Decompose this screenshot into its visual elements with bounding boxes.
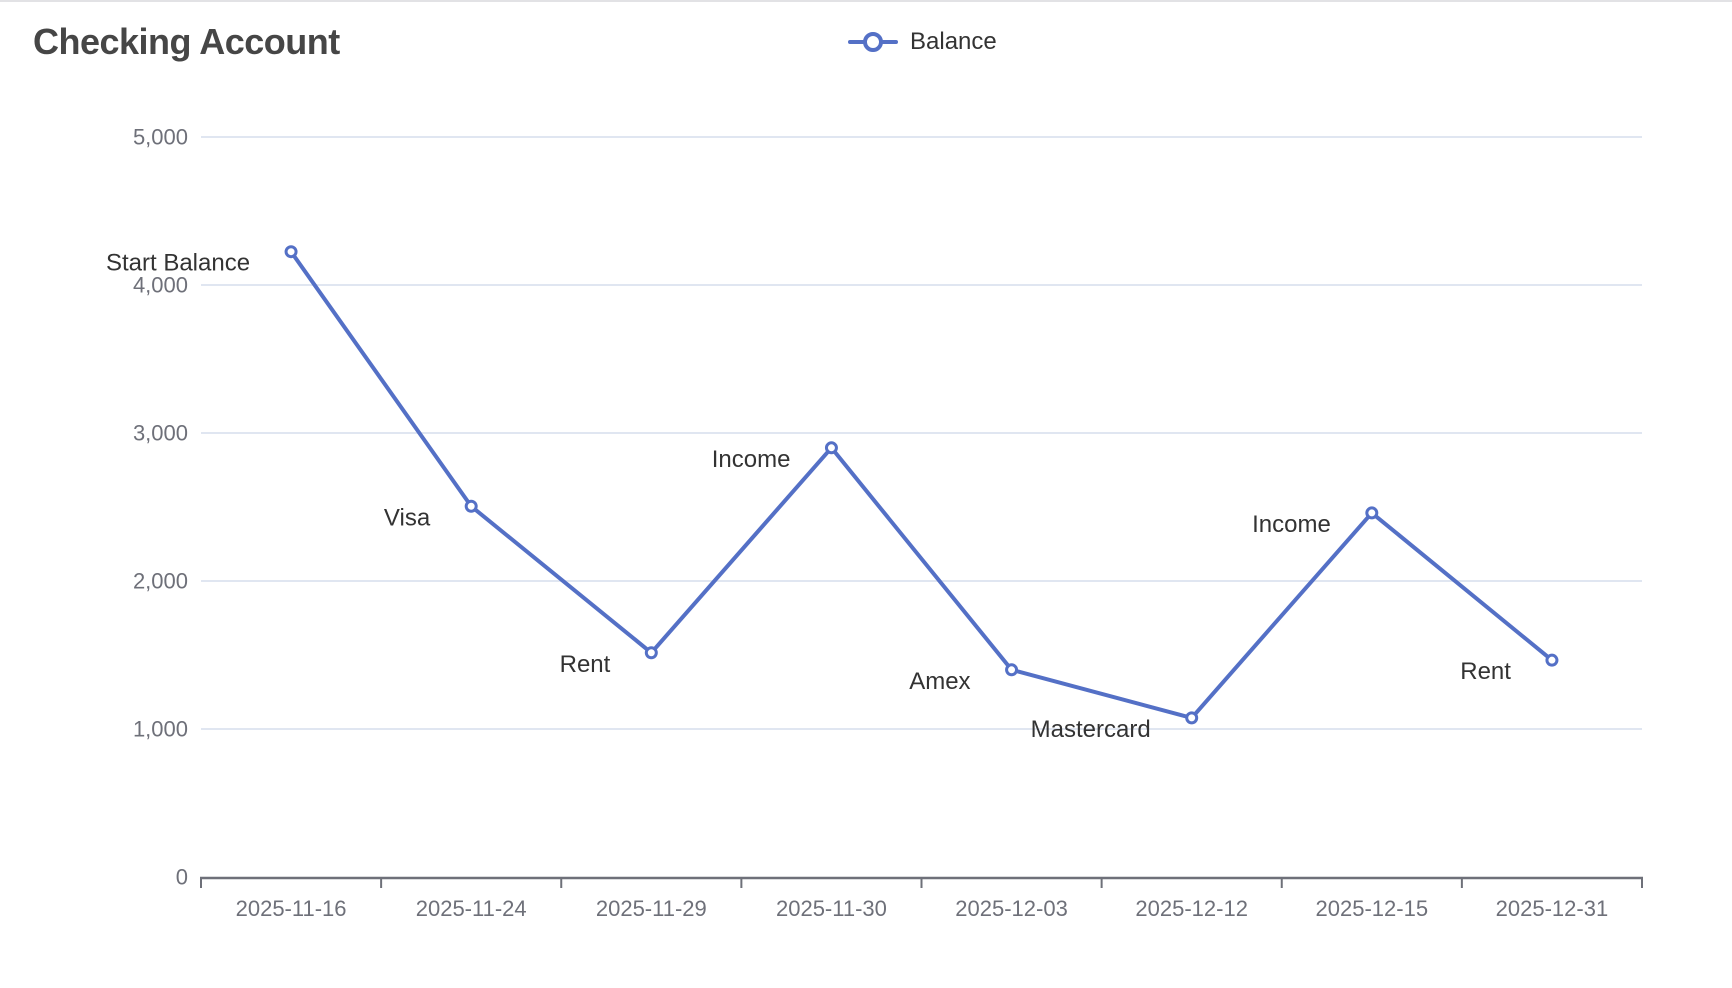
data-point-marker[interactable] <box>1365 506 1379 520</box>
legend-item-balance[interactable]: Balance <box>848 28 997 56</box>
data-point-label: Mastercard <box>1031 716 1151 743</box>
y-axis-label: 0 <box>176 865 188 890</box>
legend: Balance <box>848 28 997 56</box>
x-axis-label: 2025-11-24 <box>416 896 527 921</box>
data-point-marker[interactable] <box>644 646 658 660</box>
data-point-label: Rent <box>1460 658 1511 685</box>
y-axis-label: 3,000 <box>133 421 188 446</box>
y-axis-label: 2,000 <box>133 569 188 594</box>
legend-label: Balance <box>910 28 997 55</box>
series-line <box>289 249 1554 720</box>
data-point-label: Income <box>1252 511 1331 538</box>
chart-title: Checking Account <box>33 21 340 62</box>
x-axis-label: 2025-11-30 <box>776 896 887 921</box>
line-series-icon <box>848 32 898 52</box>
panel-top-border <box>0 0 1732 2</box>
x-axis-label: 2025-11-29 <box>596 896 707 921</box>
data-point-marker[interactable] <box>1005 663 1019 677</box>
data-point-marker[interactable] <box>824 441 838 455</box>
data-point-marker[interactable] <box>284 245 298 259</box>
data-point-label: Income <box>712 446 791 473</box>
x-axis-label: 2025-12-15 <box>1316 896 1429 921</box>
data-point-label: Start Balance <box>106 250 250 277</box>
data-point-label: Visa <box>384 504 431 531</box>
x-axis-label: 2025-12-12 <box>1135 896 1248 921</box>
y-axis-label: 1,000 <box>133 717 188 742</box>
data-point-label: Rent <box>560 651 611 678</box>
data-point-marker[interactable] <box>1185 711 1199 725</box>
data-point-label: Amex <box>909 668 970 695</box>
y-axis-label: 4,000 <box>133 273 188 298</box>
data-point-marker[interactable] <box>1545 653 1559 667</box>
x-axis-label: 2025-12-31 <box>1496 896 1609 921</box>
y-axis-label: 5,000 <box>133 125 188 150</box>
x-axis-label: 2025-11-16 <box>236 896 347 921</box>
data-point-marker[interactable] <box>464 499 478 513</box>
x-axis-label: 2025-12-03 <box>955 896 1068 921</box>
